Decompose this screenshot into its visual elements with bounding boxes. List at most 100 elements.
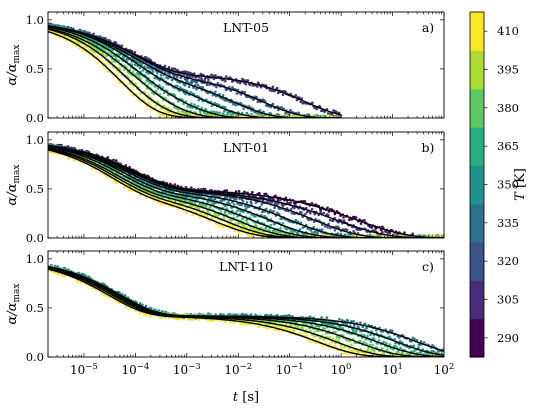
data-point bbox=[242, 107, 245, 110]
data-point bbox=[340, 119, 343, 122]
data-point bbox=[405, 238, 408, 241]
data-point bbox=[352, 239, 355, 242]
data-point bbox=[425, 238, 428, 241]
data-point bbox=[274, 195, 277, 198]
data-point bbox=[218, 112, 221, 115]
data-point bbox=[345, 238, 348, 241]
plot-area bbox=[47, 143, 445, 242]
data-point bbox=[321, 228, 324, 231]
data-point bbox=[326, 118, 329, 121]
data-point bbox=[282, 94, 285, 97]
data-point bbox=[276, 87, 279, 90]
data-point bbox=[307, 238, 310, 241]
data-point bbox=[390, 238, 393, 241]
data-point bbox=[366, 238, 369, 241]
data-point bbox=[233, 119, 236, 122]
panel-title: LNT-01 bbox=[223, 140, 269, 155]
data-point bbox=[279, 118, 282, 121]
data-point bbox=[322, 118, 325, 121]
data-point bbox=[382, 239, 385, 242]
data-point bbox=[355, 216, 358, 219]
data-point bbox=[321, 118, 324, 121]
data-point bbox=[219, 118, 222, 121]
data-point bbox=[180, 118, 183, 121]
data-point bbox=[221, 118, 224, 121]
data-point bbox=[350, 320, 353, 323]
data-point bbox=[416, 239, 419, 242]
data-point bbox=[424, 239, 427, 242]
data-point bbox=[319, 119, 322, 122]
data-point bbox=[307, 119, 310, 122]
y-tick-label: 0.5 bbox=[26, 182, 44, 196]
data-point bbox=[326, 206, 329, 209]
data-point bbox=[229, 119, 232, 122]
data-point bbox=[432, 239, 435, 242]
panel-title: LNT-05 bbox=[223, 20, 269, 35]
data-point bbox=[294, 219, 297, 222]
data-point bbox=[441, 238, 444, 241]
data-point bbox=[416, 239, 419, 242]
data-point bbox=[409, 238, 412, 241]
data-point bbox=[204, 119, 207, 122]
data-point bbox=[230, 197, 233, 200]
data-point bbox=[277, 119, 280, 122]
data-point bbox=[214, 91, 217, 94]
data-point bbox=[250, 227, 253, 230]
data-point bbox=[189, 75, 192, 78]
data-point bbox=[390, 238, 393, 241]
data-point bbox=[419, 239, 422, 242]
data-point bbox=[358, 238, 361, 241]
data-point bbox=[310, 119, 313, 122]
data-point bbox=[222, 119, 225, 122]
data-point bbox=[294, 118, 297, 121]
data-point bbox=[147, 67, 150, 70]
data-point bbox=[330, 119, 333, 122]
data-point bbox=[225, 189, 228, 192]
data-point bbox=[347, 320, 350, 323]
data-point bbox=[343, 238, 346, 241]
data-point bbox=[236, 118, 239, 121]
data-point bbox=[202, 204, 205, 207]
data-point bbox=[285, 119, 288, 122]
data-point bbox=[393, 239, 396, 242]
data-point bbox=[242, 200, 245, 203]
data-point bbox=[176, 76, 179, 79]
data-point bbox=[370, 238, 373, 241]
data-point bbox=[299, 228, 302, 231]
data-point bbox=[213, 118, 216, 121]
data-point bbox=[388, 239, 391, 242]
data-point bbox=[280, 119, 283, 122]
data-point bbox=[277, 92, 280, 95]
data-point bbox=[346, 229, 349, 232]
data-point bbox=[337, 239, 340, 242]
data-point bbox=[308, 118, 311, 121]
data-point bbox=[384, 238, 387, 241]
data-point bbox=[272, 86, 275, 89]
data-point bbox=[242, 119, 245, 122]
data-point bbox=[418, 239, 421, 242]
data-point bbox=[313, 118, 316, 121]
data-point bbox=[197, 105, 200, 108]
y-axis-label: α/αmax bbox=[5, 165, 22, 206]
data-point bbox=[250, 202, 253, 205]
data-point bbox=[290, 118, 293, 121]
data-point bbox=[442, 238, 445, 241]
data-point bbox=[361, 239, 364, 242]
data-point bbox=[339, 239, 342, 242]
data-point bbox=[243, 91, 246, 94]
data-point bbox=[386, 238, 389, 241]
data-point bbox=[402, 238, 405, 241]
data-point bbox=[411, 239, 414, 242]
data-point bbox=[160, 73, 163, 76]
data-point bbox=[223, 119, 226, 122]
data-point bbox=[331, 238, 334, 241]
data-point bbox=[311, 208, 314, 211]
data-point bbox=[324, 118, 327, 121]
data-point bbox=[249, 119, 252, 122]
data-point bbox=[267, 119, 270, 122]
data-point bbox=[200, 119, 203, 122]
data-point bbox=[411, 239, 414, 242]
data-point bbox=[123, 186, 126, 189]
data-point bbox=[331, 119, 334, 122]
data-point bbox=[235, 198, 238, 201]
